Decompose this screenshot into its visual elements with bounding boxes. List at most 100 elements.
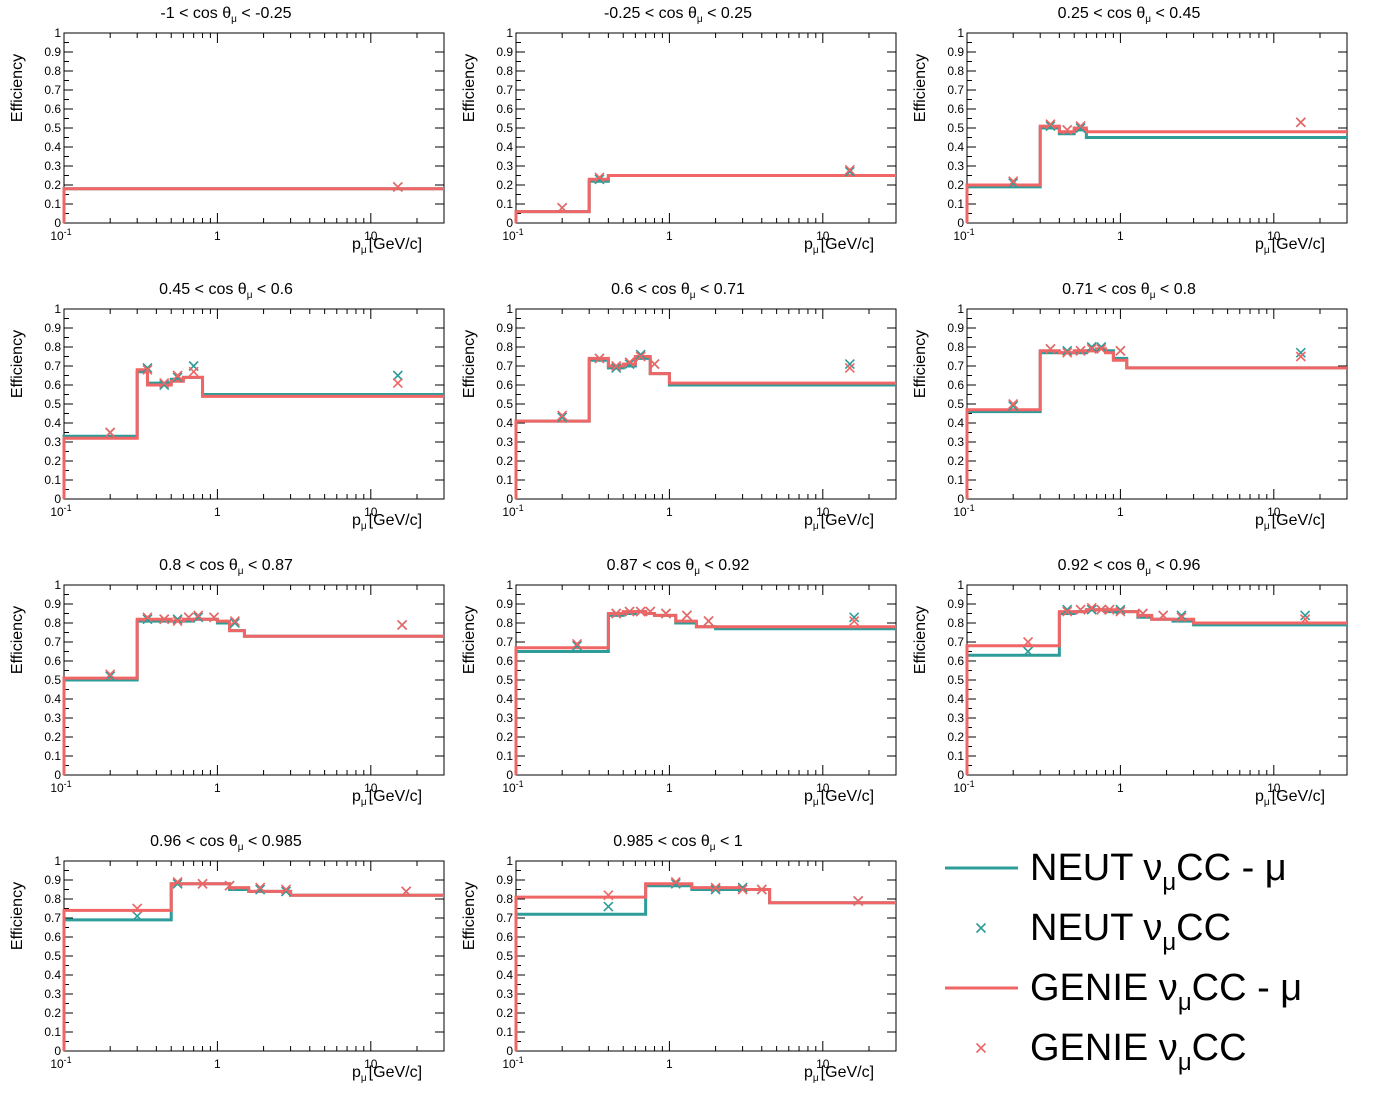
x-axis-label: pμ [GeV/c] (352, 788, 422, 808)
genie-cc-marker (571, 638, 583, 649)
plot-frame (966, 32, 1348, 224)
y-axis-label: Efficiency (9, 54, 26, 122)
neut-cc-marker (1075, 122, 1086, 134)
neut-cc-marker (1086, 604, 1097, 615)
y-tick-label: 0.7 (947, 359, 964, 373)
y-tick-label: 0.1 (947, 473, 964, 487)
y-tick-label: 1 (506, 302, 513, 316)
x-axis-label: pμ [GeV/c] (804, 512, 874, 532)
x-tick-label: 10 (1267, 229, 1281, 243)
genie-cc-marker (159, 378, 170, 389)
x-axis-label: pμ [GeV/c] (352, 1064, 422, 1084)
y-tick-label: 0.7 (947, 635, 964, 649)
genie-cc-marker (193, 610, 204, 621)
x-tick-label: 10-1 (953, 779, 974, 795)
y-tick-label: 0.5 (44, 673, 61, 687)
y-tick-label: 0.3 (496, 435, 513, 449)
genie-cc-marker (594, 172, 605, 183)
y-tick-label: 0.5 (496, 397, 513, 411)
neut-cc-marker (1176, 610, 1187, 621)
y-tick-label: 0.1 (947, 749, 964, 763)
neut-cc-marker (611, 362, 622, 373)
neut-cc-marker (1062, 604, 1073, 615)
y-tick-label: 0.6 (44, 102, 61, 116)
y-tick-label: 0.4 (44, 416, 61, 430)
y-tick-label: 0.8 (496, 616, 513, 630)
genie-cc-marker (1062, 347, 1073, 358)
genie-cc-marker (159, 614, 170, 625)
y-tick-label: 0.6 (44, 654, 61, 668)
y-axis-label: Efficiency (461, 606, 478, 674)
y-tick-label: 0.3 (947, 159, 964, 173)
y-tick-label: 0.3 (44, 159, 61, 173)
genie-cc-marker (1086, 602, 1097, 613)
neut-cc-marker (193, 612, 204, 623)
x-tick-label: 10-1 (50, 779, 71, 795)
genie-cc-marker (844, 362, 855, 373)
x-tick-label: 1 (666, 1057, 673, 1071)
chart-panel: 0.985 < cos θμ < 1 0 0.1 0.2 0.3 0.4 0.5 0.6 0.7… (461, 833, 897, 1084)
genie-cc-marker (280, 884, 292, 895)
genie-cc-marker (1022, 636, 1034, 648)
y-tick-label: 0.2 (44, 454, 61, 468)
y-tick-label: 0.5 (44, 949, 61, 963)
genie-cc-marker (710, 882, 721, 893)
y-tick-label: 0.1 (496, 197, 513, 211)
y-tick-label: 0 (506, 1044, 513, 1058)
x-tick-label: 1 (214, 1057, 221, 1071)
genie-cc-marker (1045, 343, 1056, 354)
neut-cc-marker (105, 671, 116, 682)
genie-cc-marker (670, 876, 681, 887)
y-tick-label: 0.1 (496, 749, 513, 763)
legend-label: NEUT νμCC - μ (1030, 847, 1287, 896)
neut-cc-marker (392, 370, 403, 381)
genie-cc-minus-mu-line (62, 882, 444, 1051)
neut-cc-marker (255, 884, 266, 895)
x-tick-label: 1 (666, 781, 673, 795)
neut-cc-marker (624, 359, 635, 370)
x-tick-label: 10 (364, 505, 378, 519)
y-tick-label: 0.7 (44, 359, 61, 373)
y-axis-label: Efficiency (461, 54, 478, 122)
genie-cc-marker (397, 619, 408, 630)
y-tick-label: 0.1 (44, 749, 61, 763)
genie-cc-marker (681, 610, 692, 621)
y-tick-label: 0.9 (947, 597, 964, 611)
x-tick-label: 10-1 (953, 503, 974, 519)
y-tick-label: 0 (54, 492, 61, 506)
neut-cc-minus-mu-line (514, 610, 896, 775)
chart-panel: 0.8 < cos θμ < 0.87 0 0.1 0.2 0.3 0.4 0.5 0.6 0.… (9, 557, 445, 808)
y-axis-label: Efficiency (9, 882, 26, 950)
x-tick-label: 1 (1117, 781, 1124, 795)
y-tick-label: 0.9 (44, 45, 61, 59)
genie-cc-marker (105, 669, 116, 680)
neut-cc-minus-mu-line (62, 617, 444, 775)
genie-cc-marker (557, 410, 568, 421)
chart-panel: 0.96 < cos θμ < 0.985 0 0.1 0.2 0.3 0.4 0.5 0.6… (9, 833, 445, 1084)
neut-cc-marker (635, 349, 646, 360)
y-tick-label: 0.7 (496, 911, 513, 925)
panel-title: -0.25 < cos θμ < 0.25 (604, 5, 752, 25)
y-tick-label: 0.3 (496, 987, 513, 1001)
x-tick-label: 1 (1117, 229, 1124, 243)
y-tick-label: 0 (957, 768, 964, 782)
y-tick-label: 0.3 (44, 987, 61, 1001)
y-tick-label: 0.2 (496, 730, 513, 744)
neut-cc-marker (1300, 610, 1311, 621)
y-tick-label: 0.2 (947, 730, 964, 744)
genie-cc-minus-mu-line (62, 617, 444, 775)
genie-cc-marker (172, 616, 183, 627)
genie-cc-marker (1295, 351, 1306, 362)
y-tick-label: 1 (506, 578, 513, 592)
genie-cc-marker (208, 612, 220, 623)
y-axis-label: Efficiency (461, 330, 478, 398)
y-tick-label: 1 (957, 578, 964, 592)
x-tick-label: 10-1 (50, 227, 71, 243)
y-tick-label: 0.9 (44, 597, 61, 611)
neut-cc-marker (142, 362, 153, 373)
chart-panel: 0.87 < cos θμ < 0.92 0 0.1 0.2 0.3 0.4 0.5 0.6 0… (461, 557, 897, 808)
y-tick-label: 0.9 (947, 45, 964, 59)
genie-cc-minus-mu-line (62, 368, 444, 499)
y-tick-label: 0.2 (947, 178, 964, 192)
y-tick-label: 0.7 (496, 83, 513, 97)
